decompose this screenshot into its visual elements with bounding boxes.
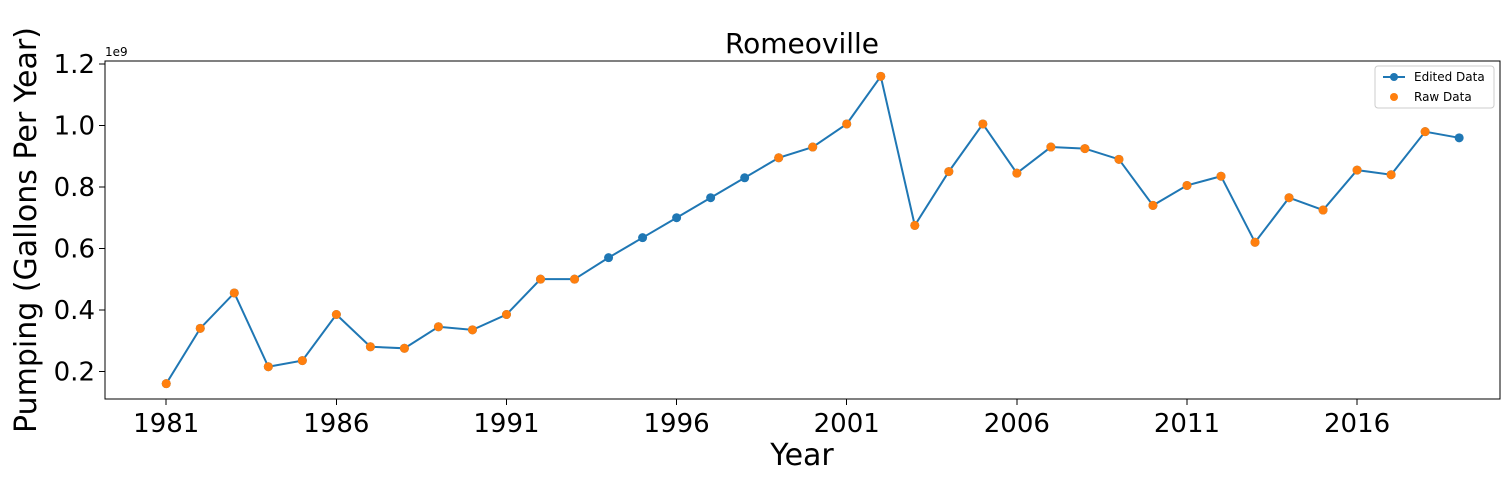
legend-label: Edited Data xyxy=(1414,70,1485,84)
data-point-raw xyxy=(944,167,954,177)
data-point-raw xyxy=(1148,200,1158,210)
x-tick-label: 2016 xyxy=(1324,409,1390,439)
data-point-raw xyxy=(365,342,375,352)
data-point-raw xyxy=(1080,144,1090,154)
data-point-raw xyxy=(1352,165,1362,175)
data-point-raw xyxy=(1386,170,1396,180)
data-point-raw xyxy=(876,71,886,81)
data-point-raw xyxy=(501,310,511,319)
data-point-raw xyxy=(1046,142,1056,152)
x-axis-label: Year xyxy=(769,438,834,473)
plot-area: 1981 1986 1991 1996 2001 2006 2011 2016 0.2 0.4 0.… xyxy=(54,50,1501,439)
data-point-raw xyxy=(161,379,171,389)
data-point-edited xyxy=(638,233,648,243)
data-point-edited xyxy=(1454,133,1464,143)
data-point-raw xyxy=(1250,237,1260,247)
x-tick-label: 2011 xyxy=(1154,409,1220,439)
data-point-raw xyxy=(399,343,409,353)
data-point-raw xyxy=(331,310,341,319)
x-tick-label: 1986 xyxy=(303,409,369,439)
y-axis-label: Pumping (Gallons Per Year) xyxy=(9,27,44,433)
data-point-raw xyxy=(1012,168,1022,178)
x-tick-label: 2006 xyxy=(984,409,1050,439)
data-point-raw xyxy=(1182,180,1192,190)
data-point-raw xyxy=(910,220,920,230)
y-tick-label: 0.4 xyxy=(54,296,95,326)
data-point-raw xyxy=(978,119,988,129)
data-point-edited xyxy=(604,253,614,263)
data-point-raw xyxy=(297,356,307,366)
data-point-edited xyxy=(672,213,682,223)
plot-frame xyxy=(104,60,1501,400)
y-tick-label: 1.2 xyxy=(54,50,95,80)
data-point-raw xyxy=(774,153,784,163)
y-tick-label: 1.0 xyxy=(54,112,95,142)
series-line-edited-data xyxy=(165,73,1460,385)
legend-label: Raw Data xyxy=(1414,90,1472,104)
legend: Edited Data Raw Data xyxy=(1374,65,1495,109)
data-point-raw xyxy=(808,142,818,152)
data-point-raw xyxy=(467,325,477,335)
data-point-raw xyxy=(570,274,580,284)
x-tick-label: 1996 xyxy=(644,409,710,439)
legend-marker xyxy=(1390,73,1398,81)
x-tick-label: 1991 xyxy=(473,409,539,439)
y-tick-label: 0.2 xyxy=(54,357,95,387)
data-point-raw xyxy=(1420,127,1430,137)
legend-marker xyxy=(1390,93,1398,101)
data-point-raw xyxy=(195,323,205,333)
x-tick-label: 1981 xyxy=(133,409,199,439)
x-tick-label: 2001 xyxy=(814,409,880,439)
y-tick-label: 0.8 xyxy=(54,173,95,203)
data-point-raw xyxy=(229,288,239,298)
data-point-raw xyxy=(1216,171,1226,181)
data-point-raw xyxy=(1284,193,1294,203)
y-tick-label: 0.6 xyxy=(54,234,95,264)
data-point-raw xyxy=(433,322,443,332)
data-point-edited xyxy=(706,193,716,203)
y-axis-multiplier: 1e9 xyxy=(105,45,128,59)
data-point-raw xyxy=(1114,154,1124,164)
data-point-raw xyxy=(842,119,852,129)
chart-title: Romeoville xyxy=(725,27,879,60)
data-point-raw xyxy=(263,362,273,372)
data-point-raw xyxy=(536,274,546,284)
data-point-edited xyxy=(740,173,750,183)
data-point-raw xyxy=(1318,205,1328,215)
